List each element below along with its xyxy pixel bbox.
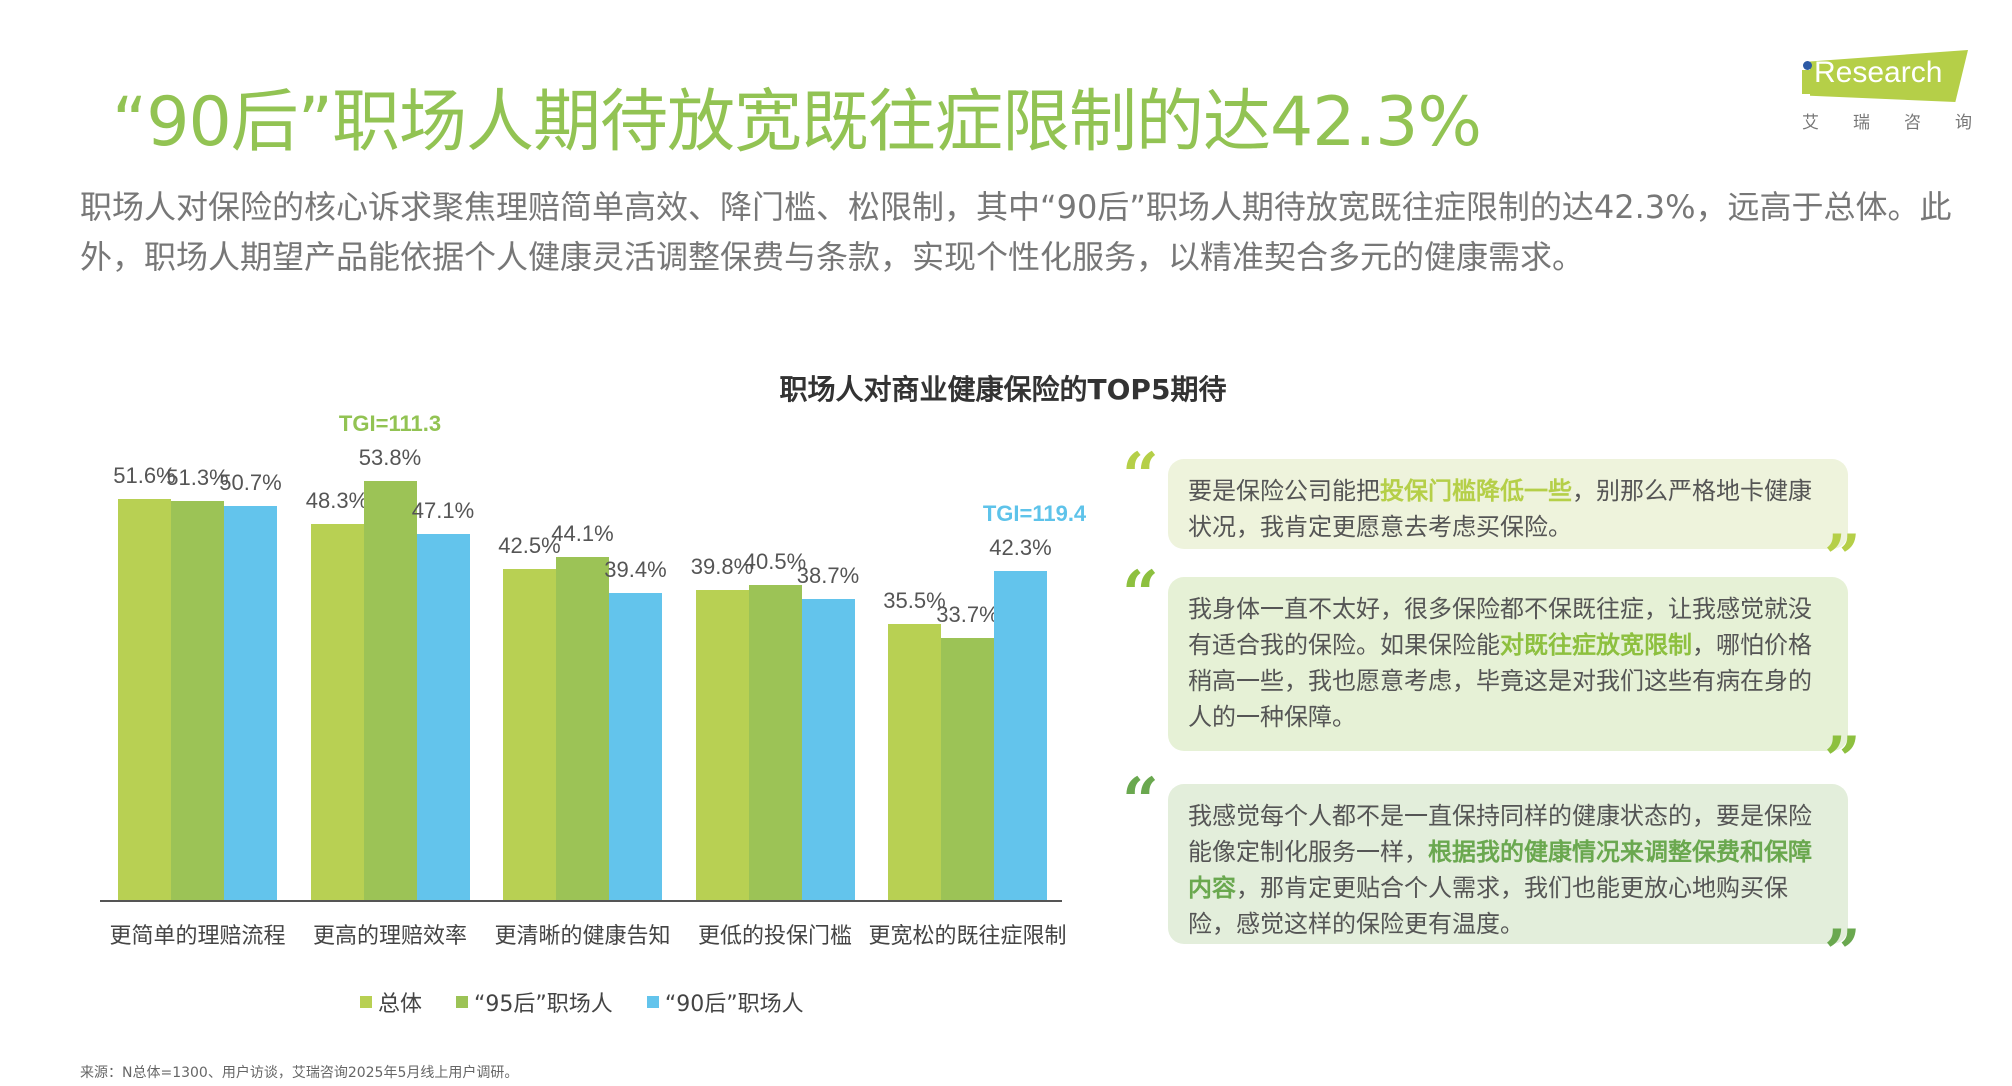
- legend-item-95: “95后”职场人: [456, 986, 613, 1018]
- open-quote-icon: “: [1122, 764, 1159, 839]
- data-label: 33.7%: [936, 601, 999, 627]
- quote-text: 我身体一直不太好，很多保险都不保既往症，让我感觉就没有适合我的保险。如果保险能: [1188, 595, 1812, 659]
- quote-highlight: 根据我的健康情况来调整保费和保障内容: [1188, 838, 1812, 902]
- quote-text: ，哪怕价格稍高一些，我也愿意考虑，毕竟这是对我们这些有病在身的人的一种保障。: [1188, 631, 1812, 731]
- chart-title: 职场人对商业健康保险的TOP5期待: [779, 373, 1227, 406]
- quote-text: 我感觉每个人都不是一直保持同样的健康状态的，要是保险能像定制化服务一样，: [1188, 802, 1812, 866]
- close-quote-icon: ”: [1824, 916, 1861, 991]
- data-label: 35.5%: [883, 587, 946, 613]
- data-label: 47.1%: [411, 497, 475, 523]
- quote-highlight: 对既往症放宽限制: [1500, 631, 1692, 659]
- bar: [171, 500, 224, 900]
- legend-label: “95后”职场人: [474, 992, 613, 1017]
- bar: [888, 623, 941, 900]
- quote-highlight: 投保门槛降低一些: [1380, 477, 1572, 505]
- data-label: 50.7%: [219, 469, 282, 495]
- category-label: 更高的理赔效率: [312, 924, 468, 949]
- tgi-annotation: TGI=119.4: [982, 500, 1087, 526]
- logo-cn: 艾 瑞 咨 询: [1802, 108, 1972, 133]
- legend-swatch: [360, 996, 372, 1008]
- logo-cn-char: 咨: [1904, 113, 1921, 133]
- bar: [609, 593, 662, 900]
- source-note: 来源：N总体=1300、用户访谈，艾瑞咨询2025年5月线上用户调研。: [80, 1065, 519, 1081]
- bar: [310, 524, 364, 900]
- legend-item-total: 总体: [360, 986, 422, 1018]
- legend-label: “90后”职场人: [664, 992, 804, 1017]
- quote-card: 要是保险公司能把投保门槛降低一些，别那么严格地卡健康状况，我肯定更愿意去考虑买保…: [1168, 459, 1848, 549]
- bar: [224, 505, 277, 900]
- logo-dot: [1803, 61, 1812, 70]
- lead-paragraph: 职场人对保险的核心诉求聚焦理赔简单高效、降门槛、松限制，其中“90后”职场人期待…: [80, 188, 1952, 276]
- data-label: 48.3%: [305, 488, 369, 514]
- open-quote-icon: “: [1122, 557, 1159, 632]
- tgi-annotation: TGI=111.3: [338, 411, 442, 437]
- data-label: 38.7%: [796, 562, 860, 588]
- legend-item-90: “90后”职场人: [646, 986, 804, 1018]
- close-quote-icon: ”: [1824, 723, 1861, 798]
- data-label: 39.4%: [604, 557, 667, 583]
- logo-i-stem: [1802, 70, 1810, 94]
- logo-cn-char: 询: [1955, 113, 1972, 133]
- bar: [695, 590, 749, 900]
- bar: [556, 556, 609, 900]
- quote-text: 要是保险公司能把: [1188, 477, 1380, 505]
- bar: [941, 637, 994, 900]
- legend-label: 总体: [378, 992, 423, 1017]
- iresearch-logo: Research 艾 瑞 咨 询: [1800, 46, 1975, 136]
- data-label: 42.3%: [989, 534, 1052, 560]
- legend-swatch: [456, 996, 469, 1008]
- logo-cn-char: 艾: [1802, 113, 1819, 133]
- data-label: 51.3%: [166, 464, 229, 490]
- page-title: “90后”职场人期待放宽既往症限制的达42.3%: [112, 83, 1482, 162]
- data-label: 53.8%: [358, 445, 422, 471]
- data-label: 42.5%: [498, 533, 561, 559]
- bar: [503, 569, 556, 900]
- data-label: 40.5%: [743, 548, 807, 574]
- logo-cn-char: 瑞: [1853, 113, 1870, 133]
- data-label: 44.1%: [551, 520, 614, 546]
- category-label: 更清晰的健康告知: [494, 924, 671, 949]
- open-quote-icon: “: [1122, 439, 1159, 514]
- bar: [416, 533, 470, 900]
- category-label: 更低的投保门槛: [697, 924, 853, 949]
- category-label: 更简单的理赔流程: [109, 924, 286, 949]
- x-axis-line: [100, 900, 1062, 902]
- bar: [801, 598, 855, 900]
- bar-chart: 51.6% 51.3% 50.7% 更简单的理赔流程 48.3% 53.8% 47.1% 更高…: [109, 411, 1087, 949]
- logo-text: Research: [1814, 56, 1943, 89]
- quote-text: ，别那么严格地卡健康状况，我肯定更愿意去考虑买保险。: [1188, 477, 1812, 541]
- chart-legend: 总体 “95后”职场人 “90后”职场人: [360, 986, 804, 1018]
- quote-text: ，那肯定更贴合个人需求，我们也能更放心地购买保险，感觉这样的保险更有温度。: [1188, 874, 1788, 938]
- quote-card: 我身体一直不太好，很多保险都不保既往症，让我感觉就没有适合我的保险。如果保险能对…: [1168, 577, 1848, 751]
- data-label: 51.6%: [113, 462, 176, 488]
- bar: [994, 570, 1047, 900]
- legend-swatch: [646, 996, 659, 1008]
- category-label: 更宽松的既往症限制: [868, 924, 1067, 949]
- data-label: 39.8%: [690, 554, 754, 580]
- bar: [363, 481, 417, 900]
- bar: [748, 584, 802, 900]
- bar: [118, 498, 171, 900]
- quote-card: 我感觉每个人都不是一直保持同样的健康状态的，要是保险能像定制化服务一样，根据我的…: [1168, 784, 1848, 944]
